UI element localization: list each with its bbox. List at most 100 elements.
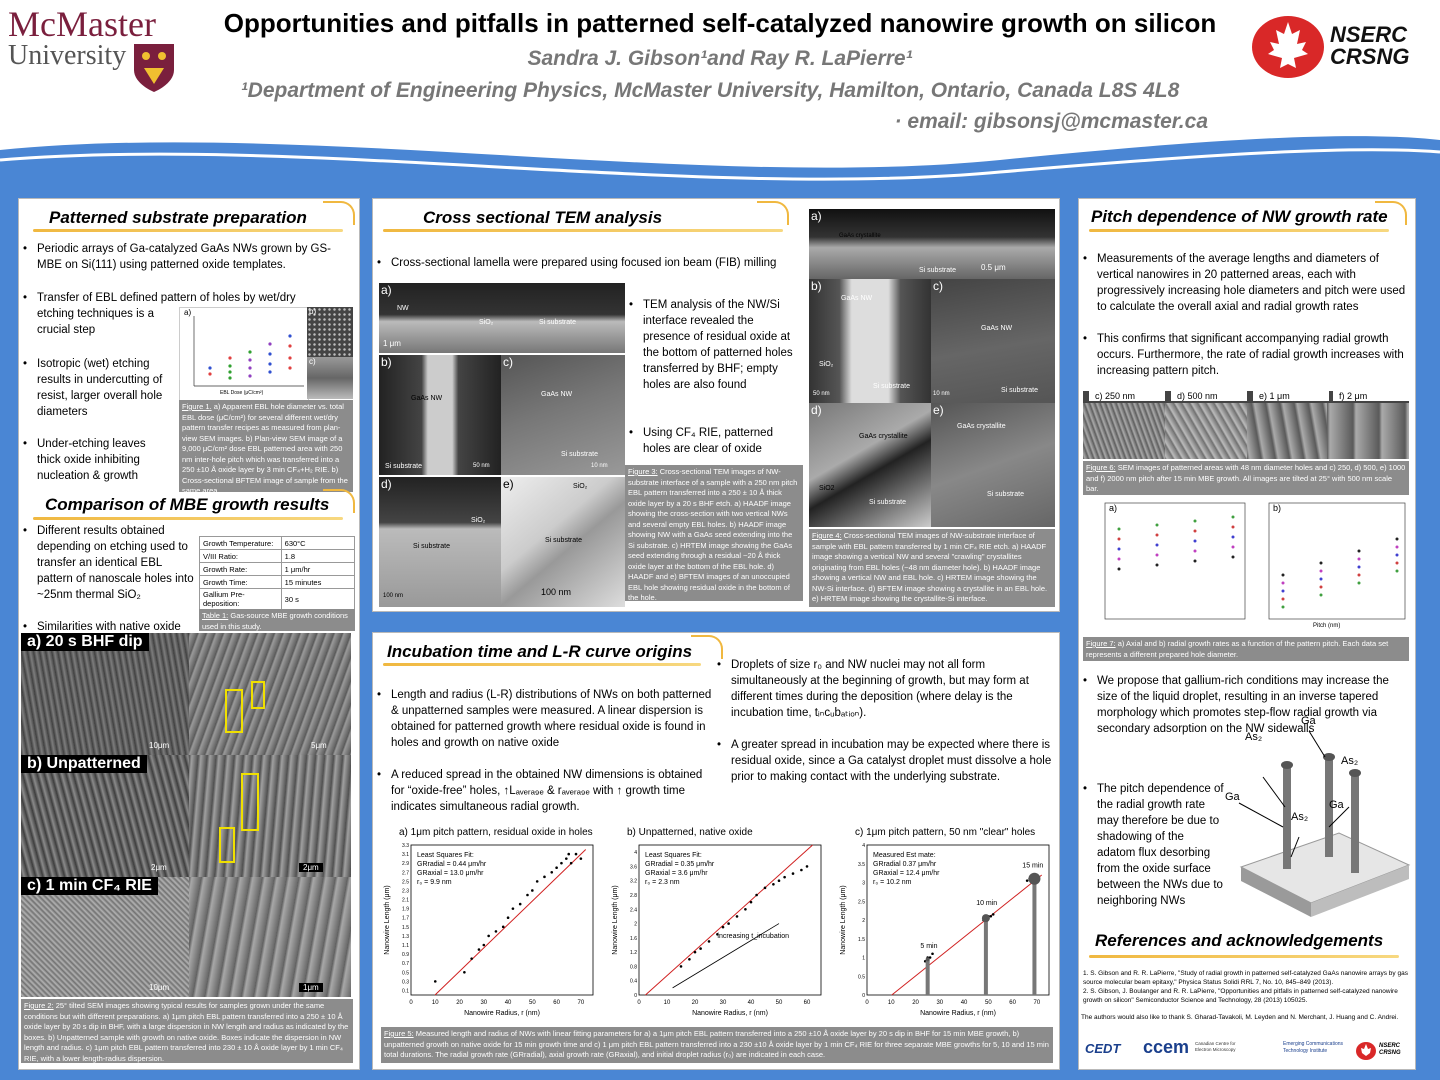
x-tick-label: 40 [961, 1000, 968, 1006]
x-tick-label: 30 [936, 1000, 943, 1006]
bullet-pitch-2: • This confirms that significant accompan… [1083, 333, 1404, 377]
fit-annotation: Least Squares Fit: [417, 852, 474, 859]
reference-2: 2. S. Gibson, J. Boulanger and R. R. LaP… [1083, 988, 1398, 1004]
fig3-b-si: Si substrate [385, 463, 422, 470]
fig2-c-right-sem: 1μm [189, 877, 351, 997]
heading-pitch: Pitch dependence of NW growth rate [1091, 207, 1388, 226]
fig1-point [208, 366, 212, 370]
fig3-d-tem: d) SiO₂ Si substrate 100 nm [379, 477, 501, 607]
y-tick-label: 0.1 [402, 988, 409, 994]
fig5-chart-2: b) Unpatterned, native oxide 0 10 20 30 40 50 6… [607, 823, 827, 1023]
fig1-point [228, 370, 232, 374]
bullet-pitch-3: • We propose that gallium-rich conditions… [1083, 675, 1389, 735]
fit-line [645, 844, 813, 996]
fig7-plots: a) b) Pitch (nm) [1083, 497, 1409, 633]
fit-annotation: r₀ = 9.9 nm [417, 879, 452, 886]
data-point [721, 925, 725, 929]
fig7-point [1193, 539, 1197, 543]
data-point [735, 915, 739, 918]
fig3-b-label: b) [381, 355, 392, 369]
dispersion-box [219, 827, 235, 863]
fig4-c-gaas: GaAs NW [981, 325, 1013, 332]
fig1-a-svg [193, 316, 304, 387]
data-point [482, 943, 486, 947]
x-tick-label: 70 [578, 1000, 585, 1006]
fig2-b-right-sem: 2μm [189, 755, 351, 877]
dispersion-box [251, 681, 265, 709]
x-axis-label: Nanowire Radius, r (nm) [464, 1010, 540, 1017]
fig7-point [1155, 563, 1159, 567]
y-tick-label: 1.6 [630, 936, 637, 942]
y-tick-label: 0 [634, 993, 637, 999]
data-point [749, 900, 753, 904]
table-row: Gallium Pre-deposition: 30 s [199, 588, 356, 610]
y-tick-label: 0.5 [402, 970, 409, 976]
x-tick-label: 50 [529, 1000, 536, 1006]
x-axis-label: Nanowire Radius, r (nm) [692, 1010, 768, 1017]
x-tick-label: 50 [985, 1000, 992, 1006]
x-tick-label: 0 [865, 1000, 869, 1006]
bullet-pitch-4: • The pitch dependence of the radial grow… [1083, 783, 1224, 907]
fig4-c-scale: 10 nm [933, 391, 950, 397]
fig7-xlabel: Pitch (nm) [1313, 623, 1341, 629]
bullet-inc-3: • Droplets of size r₀ and NW nuclei may n… [717, 659, 1029, 719]
fig7-point [1357, 557, 1361, 561]
fig1-a-plot: a) EBL Dose (μC/cm²) [179, 307, 309, 401]
table-cell: 30 s [280, 588, 356, 610]
fig3-d-si: Si substrate [413, 543, 450, 550]
dispersion-box [241, 773, 259, 831]
fig4-c-tem: c) GaAs NW 10 nm Si substrate [931, 279, 1055, 403]
fig4-c-label: c) [933, 279, 943, 293]
fig4-a-cryst: GaAs crystallite [839, 233, 881, 239]
bullet-substrate-4: • Under-etching leaves thick oxide inhibi… [23, 438, 146, 482]
fig2-a-right-sem: 5μm [189, 633, 351, 755]
plot-frame [866, 844, 1050, 996]
y-tick-label: 3.5 [858, 862, 865, 868]
logo-ccem: ccem [1143, 1037, 1190, 1057]
x-tick-label: 30 [720, 1000, 727, 1006]
acknowledgements: The authors would also like to thank S. … [1081, 1014, 1399, 1021]
fig3-b-scale: 50 nm [473, 463, 490, 469]
fig1-caption: Figure 1. a) Apparent EBL hole diameter … [179, 400, 353, 492]
table-row: Growth Rate: 1 μm/hr [199, 562, 356, 576]
fig3-c-tem: c) GaAs NW Si substrate 10 nm [501, 355, 625, 475]
fig4-a-scale: 0.5 μm [981, 263, 1006, 272]
bullet-pitch-1: • Measurements of the average lengths an… [1083, 253, 1406, 313]
diagram-ga-label: Ga [1225, 791, 1240, 803]
fig7-point [1281, 605, 1285, 609]
poster-authors: Sandra J. Gibson¹and Ray R. LaPierre¹ [527, 47, 913, 70]
fig7-point [1155, 553, 1159, 557]
fig7-point [1357, 573, 1361, 577]
data-point [707, 940, 711, 943]
fit-annotation: r₀ = 10.2 nm [873, 879, 912, 886]
fig7-caption: Figure 7: a) Axial and b) radial growth … [1083, 637, 1409, 661]
panel-substrate: Patterned substrate preparation • Periodi… [18, 198, 360, 1070]
bullet-inc-1: • Length and radius (L-R) distributions o… [377, 689, 712, 749]
fig3-d-scale: 100 nm [383, 593, 404, 599]
data-point [928, 956, 932, 959]
fig7-point [1117, 537, 1121, 541]
data-point [772, 882, 775, 886]
fig7-point [1395, 569, 1399, 573]
chart-svg: 0 10 20 30 40 50 60 70 0 0.5 1 1.5 2 2.5 3 3.5 4 Nanowire… [840, 843, 1050, 1017]
fig4-c-si: Si substrate [1001, 387, 1038, 394]
y-tick-label: 1.2 [630, 950, 637, 956]
y-tick-label: 4 [634, 850, 637, 856]
x-tick-label: 10 [664, 1000, 671, 1006]
heading-underline-refs [1089, 955, 1399, 958]
table-row: V/III Ratio: 1.8 [199, 549, 356, 563]
fit-annotation: GRaxial = 3.6 μm/hr [645, 870, 708, 877]
fit-annotation: GRradial = 0.35 μm/hr [645, 861, 715, 868]
table-cell: Growth Rate: [199, 562, 282, 576]
y-tick-label: 3.3 [402, 843, 409, 849]
chart-title: b) Unpatterned, native oxide [627, 827, 753, 838]
bullet-tem-3: • Using CF₄ RIE, patterned holes are clea… [629, 427, 773, 455]
fig2-b-scale: 2μm [151, 863, 167, 872]
fig3-a-tem: a) NW SiO₂ Si substrate 1 μm [379, 283, 625, 353]
fig7-point [1155, 533, 1159, 537]
y-tick-label: 1.1 [402, 943, 409, 949]
data-point [518, 902, 522, 906]
data-point [487, 934, 490, 938]
fig4-a-si: Si substrate [919, 267, 956, 274]
x-tick-label: 20 [912, 1000, 919, 1006]
